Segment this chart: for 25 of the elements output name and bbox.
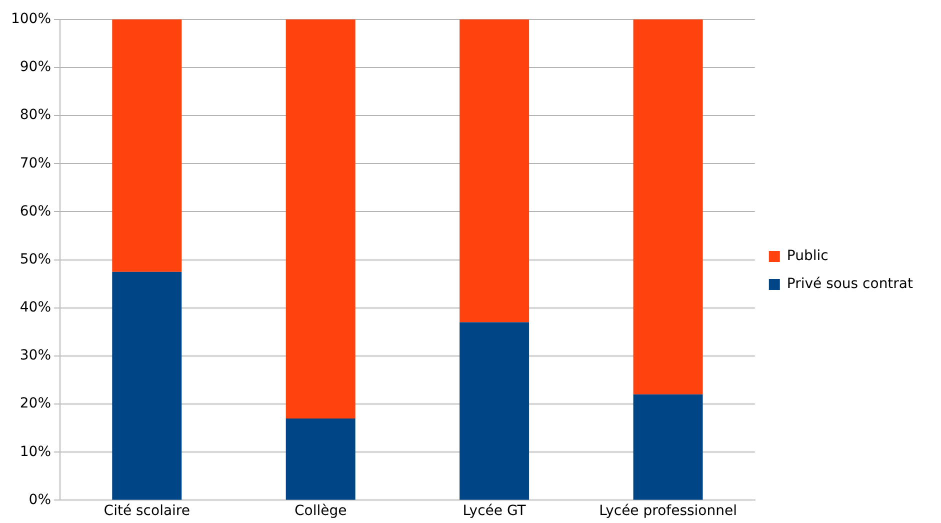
y-tick-label: 30% [20,348,52,364]
bar [633,19,703,394]
x-tick-label: Cité scolaire [104,503,190,520]
y-tick-label: 40% [20,300,52,316]
bar [460,322,530,500]
x-tick-label: Lycée professionnel [599,503,737,520]
y-tick-label: 70% [20,155,52,172]
y-tick-label: 60% [20,203,52,220]
y-tick-label: 10% [20,444,52,460]
y-tick-label: 100% [10,11,52,28]
y-tick-label: 90% [20,59,52,76]
y-tick-label: 0% [28,492,52,508]
bar [286,19,356,418]
y-tick-label: 20% [20,396,52,412]
legend-label: Public [786,248,828,264]
bar [112,272,182,500]
x-tick-label: Lycée GT [462,503,526,520]
y-tick-label: 80% [20,107,52,124]
legend-label: Privé sous contrat [786,276,914,292]
y-tick-label: 50% [20,251,52,268]
bar [286,418,356,500]
x-tick-label: Collège [294,503,347,520]
bar [633,394,703,500]
bar [460,19,530,322]
bar [112,19,182,272]
